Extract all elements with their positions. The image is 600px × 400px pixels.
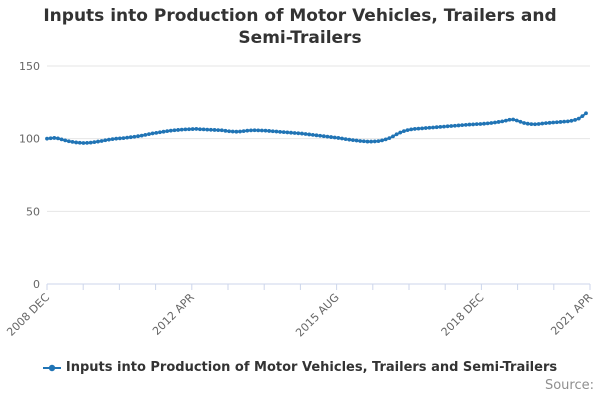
legend-label: Inputs into Production of Motor Vehicles… (65, 360, 558, 375)
svg-text:2012 APR: 2012 APR (150, 291, 197, 338)
legend-item[interactable]: Inputs into Production of Motor Vehicles… (42, 360, 558, 375)
chart-title: Inputs into Production of Motor Vehicles… (43, 6, 557, 49)
svg-text:0: 0 (33, 278, 40, 291)
svg-text:100: 100 (19, 133, 40, 146)
svg-text:2015 AUG: 2015 AUG (293, 291, 342, 340)
line-marker-icon (42, 364, 61, 371)
svg-text:50: 50 (26, 205, 40, 218)
legend: Inputs into Production of Motor Vehicles… (0, 360, 600, 375)
svg-text:2008 DEC: 2008 DEC (4, 291, 52, 339)
source-label: Source: (544, 378, 594, 393)
svg-text:2018 DEC: 2018 DEC (439, 291, 487, 339)
svg-text:150: 150 (19, 60, 40, 73)
plot-area: 0 50 100 150 2008 DEC 2012 APR 2015 AUG 2018 DE… (4, 60, 595, 340)
svg-text:2021 APR: 2021 APR (548, 291, 595, 338)
